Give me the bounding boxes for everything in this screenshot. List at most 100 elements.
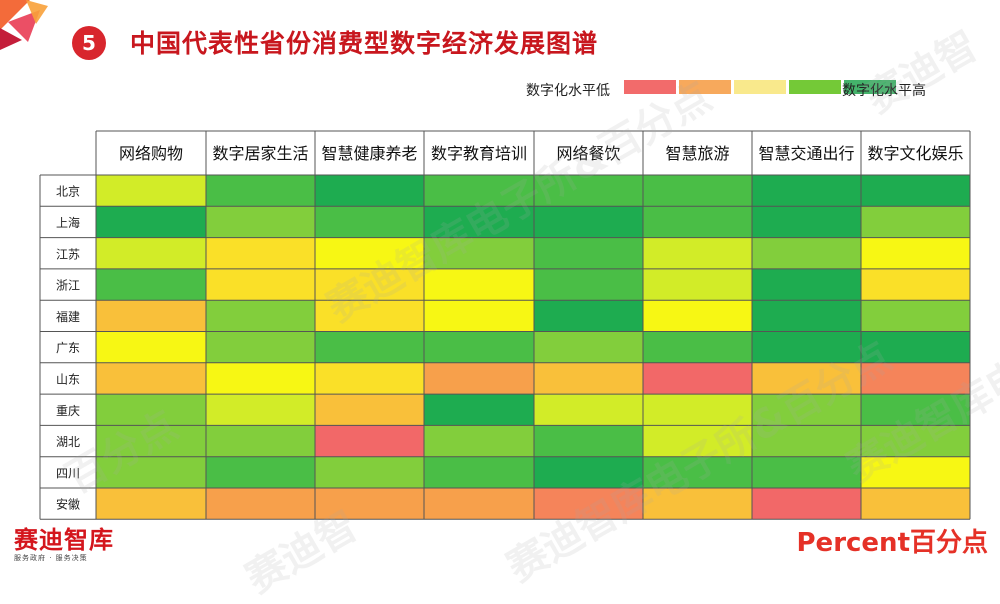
heatmap-cell xyxy=(643,206,752,238)
heatmap-cell xyxy=(534,425,643,457)
legend-swatch xyxy=(734,80,786,94)
heatmap-cell xyxy=(315,425,424,457)
heatmap-cell xyxy=(96,206,206,238)
percent-logo: Percent百分点 xyxy=(796,528,989,558)
row-label: 上海 xyxy=(56,215,80,230)
heatmap-cell xyxy=(96,300,206,332)
heatmap-cell xyxy=(861,456,970,488)
heatmap-cell xyxy=(534,206,643,238)
heatmap-cell xyxy=(315,237,424,269)
heatmap-cell xyxy=(861,425,970,457)
heatmap-cell xyxy=(424,362,534,395)
heatmap-cell xyxy=(643,394,752,426)
heatmap-cell xyxy=(206,268,315,301)
heatmap-cell xyxy=(315,362,424,395)
heatmap-cell xyxy=(861,488,970,520)
row-label: 江苏 xyxy=(56,247,80,261)
heatmap-cell xyxy=(206,300,315,332)
corner-decoration xyxy=(0,0,48,50)
heatmap-cell xyxy=(424,394,534,426)
heatmap-cell xyxy=(424,206,534,238)
heatmap-cell xyxy=(752,237,861,269)
heatmap-chart: 网络购物 数字居家生活 智慧健康养老 数字教育培训 网络餐饮 智慧旅游 智慧交通出行 数字文化… xyxy=(39,130,971,520)
heatmap-cell xyxy=(534,394,643,426)
row-label: 重庆 xyxy=(56,404,80,418)
heatmap-cell xyxy=(752,331,861,363)
heatmap-cell xyxy=(534,237,643,269)
legend-high-label: 数字化水平高 xyxy=(842,83,926,99)
heatmap-cell xyxy=(96,394,206,426)
heatmap-cell xyxy=(315,300,424,332)
heatmap-cell xyxy=(96,488,206,520)
heatmap-cell xyxy=(643,362,752,395)
heatmap-cell xyxy=(96,362,206,395)
legend-swatch xyxy=(679,80,731,94)
heatmap-cell xyxy=(96,268,206,301)
legend-color-scale xyxy=(624,80,896,94)
heatmap-cell xyxy=(96,456,206,488)
heatmap-cell xyxy=(96,425,206,457)
column-header-label: 智慧健康养老 xyxy=(321,144,417,163)
heatmap-cell xyxy=(643,425,752,457)
heatmap-cell xyxy=(206,456,315,488)
column-header-label: 数字居家生活 xyxy=(212,144,308,163)
heatmap-cell xyxy=(534,362,643,395)
section-number-badge: 5 xyxy=(72,26,106,60)
heatmap-cell xyxy=(315,331,424,363)
heatmap-cell xyxy=(96,237,206,269)
heatmap-cell xyxy=(424,237,534,269)
heatmap-cell xyxy=(424,175,534,207)
heatmap-cell xyxy=(534,268,643,301)
row-label: 福建 xyxy=(56,309,80,324)
heatmap-cell xyxy=(206,206,315,238)
heatmap-cell xyxy=(206,362,315,395)
heatmap-cell xyxy=(96,331,206,363)
heatmap-cell xyxy=(861,206,970,238)
heatmap-cell xyxy=(861,175,970,207)
legend-swatch xyxy=(844,80,896,94)
heatmap-cell xyxy=(315,206,424,238)
heatmap-cell xyxy=(643,456,752,488)
row-label: 浙江 xyxy=(56,279,80,293)
heatmap-cell xyxy=(643,331,752,363)
heatmap-cell xyxy=(96,175,206,207)
heatmap-cell xyxy=(206,425,315,457)
heatmap-cell xyxy=(206,331,315,363)
row-label: 四川 xyxy=(56,466,80,480)
heatmap-cell xyxy=(861,268,970,301)
heatmap-cell xyxy=(861,237,970,269)
heatmap-cell xyxy=(752,175,861,207)
heatmap-cell xyxy=(861,394,970,426)
heatmap-cell xyxy=(861,362,970,395)
heatmap-cell xyxy=(534,300,643,332)
heatmap-cell xyxy=(315,268,424,301)
heatmap-cell xyxy=(752,206,861,238)
heatmap-cell xyxy=(534,175,643,207)
column-header-label: 智慧交通出行 xyxy=(758,144,854,163)
heatmap-cell xyxy=(752,362,861,395)
heatmap-cell xyxy=(424,331,534,363)
column-header-label: 网络购物 xyxy=(119,144,183,163)
column-header-label: 智慧旅游 xyxy=(665,144,729,163)
heatmap-cell xyxy=(206,488,315,520)
heatmap-cell xyxy=(206,394,315,426)
heatmap-cell xyxy=(643,488,752,520)
heatmap-cell xyxy=(424,456,534,488)
heatmap-cell xyxy=(424,300,534,332)
row-label: 湖北 xyxy=(56,434,80,449)
legend-low-label: 数字化水平低 xyxy=(526,83,610,99)
heatmap-cell xyxy=(534,331,643,363)
heatmap-cell xyxy=(206,175,315,207)
heatmap-cell xyxy=(534,488,643,520)
legend-swatch xyxy=(789,80,841,94)
heatmap-cell xyxy=(861,300,970,332)
legend-swatch xyxy=(624,80,676,94)
heatmap-cell xyxy=(643,268,752,301)
row-label: 广东 xyxy=(56,341,80,355)
column-header-label: 网络餐饮 xyxy=(556,144,620,163)
heatmap-cell xyxy=(315,394,424,426)
heatmap-cell xyxy=(534,456,643,488)
heatmap-cell xyxy=(861,331,970,363)
heatmap-cell xyxy=(643,175,752,207)
heatmap-cell xyxy=(424,488,534,520)
